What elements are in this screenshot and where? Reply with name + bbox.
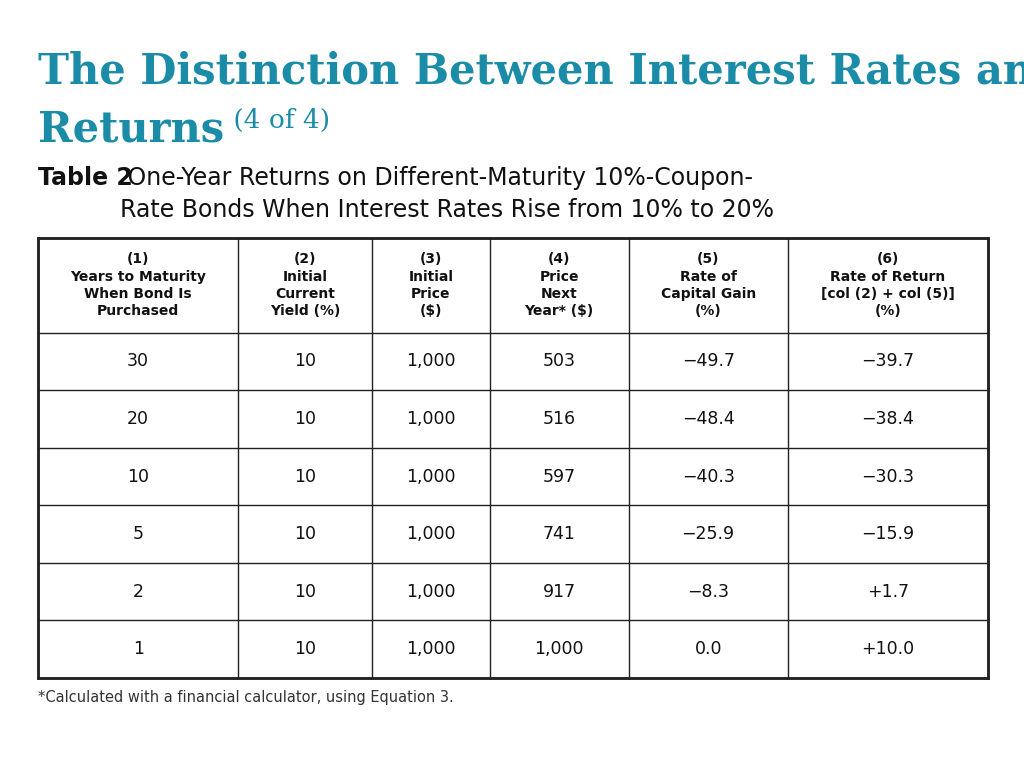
Text: 10: 10 [127,468,150,485]
Text: 10: 10 [294,468,316,485]
Text: 1,000: 1,000 [407,641,456,658]
Text: 5: 5 [133,525,143,543]
Text: 10: 10 [294,525,316,543]
Text: (5)
Rate of
Capital Gain
(%): (5) Rate of Capital Gain (%) [660,253,756,318]
Text: 741: 741 [543,525,575,543]
Text: Returns: Returns [38,108,224,150]
Text: 2: 2 [133,583,143,601]
Text: (4)
Price
Next
Year* ($): (4) Price Next Year* ($) [524,253,594,318]
Text: −40.3: −40.3 [682,468,734,485]
Text: −30.3: −30.3 [861,468,914,485]
Text: 10: 10 [294,353,316,370]
Text: 10: 10 [294,583,316,601]
Bar [38,238,988,678]
Text: 1,000: 1,000 [407,410,456,428]
Text: (2)
Initial
Current
Yield (%): (2) Initial Current Yield (%) [270,253,340,318]
Text: *Calculated with a financial calculator, using Equation 3.: *Calculated with a financial calculator,… [38,690,454,705]
Text: 516: 516 [543,410,575,428]
Text: 10: 10 [294,410,316,428]
Text: (6)
Rate of Return
[col (2) + col (5)]
(%): (6) Rate of Return [col (2) + col (5)] (… [821,253,954,318]
Text: −38.4: −38.4 [861,410,914,428]
Text: 10: 10 [294,641,316,658]
Text: 597: 597 [543,468,575,485]
Text: −15.9: −15.9 [861,525,914,543]
Text: 30: 30 [127,353,150,370]
Text: 917: 917 [543,583,575,601]
Text: (1)
Years to Maturity
When Bond Is
Purchased: (1) Years to Maturity When Bond Is Purch… [71,253,206,318]
Text: −8.3: −8.3 [687,583,729,601]
Text: 1,000: 1,000 [535,641,584,658]
Text: Table 2: Table 2 [38,166,133,190]
Text: −48.4: −48.4 [682,410,734,428]
Text: −39.7: −39.7 [861,353,914,370]
Text: 503: 503 [543,353,575,370]
Text: 1: 1 [133,641,143,658]
Text: 1,000: 1,000 [407,353,456,370]
Text: 1,000: 1,000 [407,583,456,601]
Text: −25.9: −25.9 [682,525,734,543]
Text: (3)
Initial
Price
($): (3) Initial Price ($) [409,253,454,318]
Text: The Distinction Between Interest Rates and: The Distinction Between Interest Rates a… [38,50,1024,92]
Text: (4 of 4): (4 of 4) [225,108,330,133]
Text: One-Year Returns on Different-Maturity 10%-Coupon-
Rate Bonds When Interest Rate: One-Year Returns on Different-Maturity 1… [120,166,774,222]
Text: +1.7: +1.7 [866,583,909,601]
Text: +10.0: +10.0 [861,641,914,658]
Text: 1,000: 1,000 [407,525,456,543]
Text: 20: 20 [127,410,150,428]
Text: 0.0: 0.0 [694,641,722,658]
Text: 1,000: 1,000 [407,468,456,485]
Text: −49.7: −49.7 [682,353,734,370]
